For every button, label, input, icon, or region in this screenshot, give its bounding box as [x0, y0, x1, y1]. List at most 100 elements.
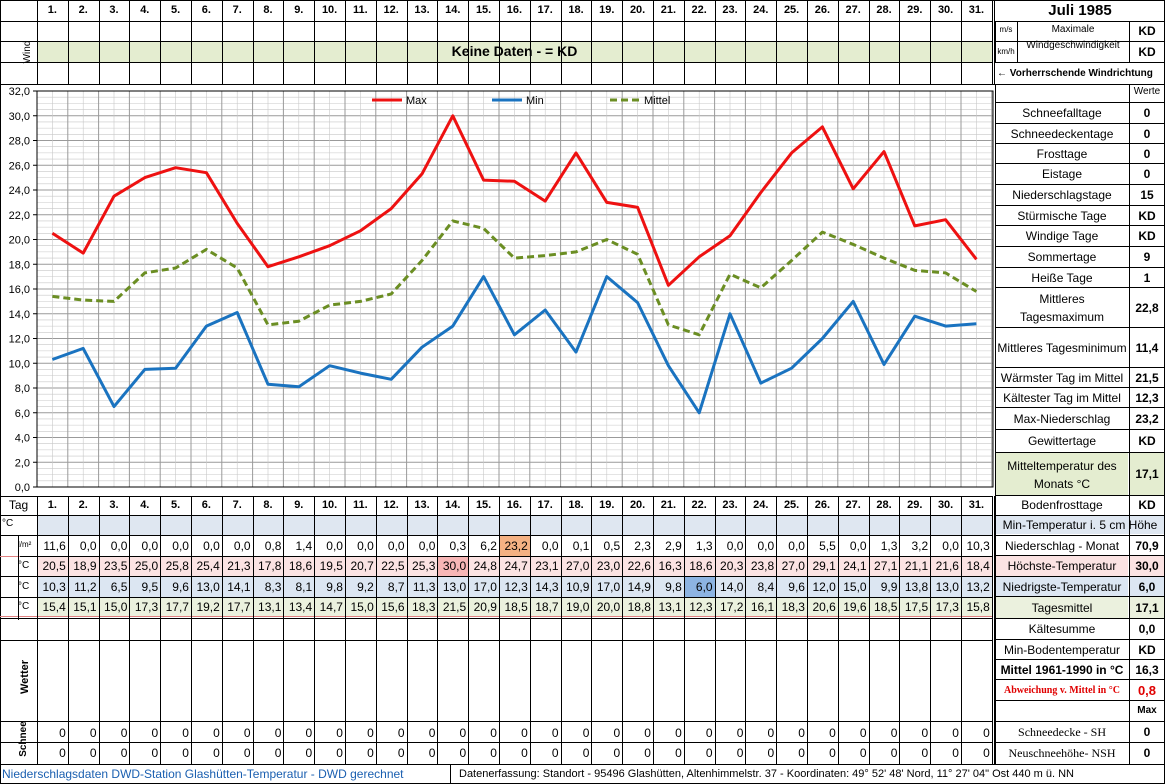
mean-temp-cell: 20,0: [591, 597, 623, 617]
new-snow-cell: 0: [952, 746, 959, 760]
grid-line: [1129, 84, 1130, 764]
min-temp-cell: 14,3: [529, 577, 561, 597]
bottom-day-label: 15.: [475, 499, 492, 511]
grid-line: [0, 556, 993, 557]
grid-line: [37, 0, 38, 84]
bottom-day-label: 3.: [109, 499, 119, 511]
wind-max-value-kmh: KD: [1138, 45, 1156, 59]
mean-temp-cell: 18,7: [529, 597, 561, 617]
max-temp-cell: 24,1: [837, 556, 869, 576]
mean-temp-cell: 15,0: [345, 597, 376, 617]
min-temp-cell: 9,8: [314, 577, 345, 597]
stat-value: 23,2: [1135, 412, 1159, 426]
grid-line: [0, 515, 993, 516]
grid-line: [995, 596, 1165, 597]
y-tick-label: 12,0: [9, 334, 30, 346]
min-temp-cell: 9,5: [129, 577, 161, 597]
summary-value: Max: [1137, 705, 1157, 716]
stat-label: Frosttage: [1036, 147, 1088, 161]
bottom-day-label: 17.: [537, 499, 553, 511]
new-snow-cell: 0: [551, 746, 559, 760]
bottom-day-label: 21.: [660, 499, 677, 511]
bottom-day-label: 28.: [876, 499, 892, 511]
bottom-day-label: 2.: [78, 499, 88, 511]
precip-cell: 0,5: [603, 539, 621, 553]
mean-temp-cell: 16,1: [745, 597, 777, 617]
new-snow-cell: 0: [859, 746, 867, 760]
mean-temp-cell: 15,1: [67, 597, 99, 617]
snow-depth-cell: 0: [767, 726, 775, 740]
summary-value: 30,0: [1130, 556, 1164, 577]
new-snow-cell: 0: [705, 746, 713, 760]
top-day-label: 11.: [353, 4, 368, 16]
wind-unit-ms: m/s: [999, 25, 1013, 34]
summary-label: [996, 701, 1128, 721]
precip-cell: 0,0: [418, 539, 436, 553]
grid-line: [995, 659, 1165, 660]
min-temp-cell: 9,2: [345, 577, 376, 597]
grid-line: [560, 496, 562, 764]
new-snow-cell: 0: [459, 746, 467, 760]
grid-line: [529, 496, 531, 764]
precip-cell: 0,0: [233, 539, 251, 553]
max-temp-cell: 23,0: [591, 556, 623, 576]
top-day-label: 14.: [445, 4, 461, 16]
grid-line: [129, 0, 131, 84]
new-snow-cell: 0: [59, 746, 66, 760]
grid-line: [314, 496, 316, 764]
stat-label: Gewittertage: [1027, 434, 1097, 448]
grid-line: [930, 496, 932, 764]
bottom-day-label: 14.: [445, 499, 461, 511]
stat-value: 12,3: [1135, 391, 1159, 405]
top-day-label: 20.: [629, 4, 646, 16]
y-tick-label: 26,0: [9, 160, 30, 172]
grid-line: [653, 0, 654, 84]
precip-cell: 0,0: [942, 539, 959, 553]
grid-line: [961, 496, 962, 764]
y-tick-label: 0,0: [15, 482, 30, 494]
grid-line: [0, 21, 993, 22]
month-title: Juli 1985: [1048, 2, 1112, 19]
snow-depth-cell: 0: [120, 726, 128, 740]
grid-line: [0, 597, 993, 598]
row-unit-label: °C: [18, 581, 30, 592]
max-temp-cell: 22,6: [622, 556, 653, 576]
min-temp-cell: 14,1: [221, 577, 253, 597]
precip-cell: 23,2: [499, 536, 530, 556]
top-day-label: 18.: [568, 4, 584, 16]
stat-value: KD: [1138, 434, 1156, 448]
mean-temp-cell: 15,4: [37, 597, 68, 617]
summary-value: 16,3: [1135, 663, 1159, 677]
top-day-label: 8.: [263, 4, 273, 16]
snow-depth-cell: 0: [582, 726, 590, 740]
werte-header: Werte: [1133, 86, 1161, 97]
precip-cell: 0,0: [387, 539, 405, 553]
snow-depth-cell: 0: [397, 726, 405, 740]
new-snow-cell: 0: [490, 746, 497, 760]
new-snow-cell: 0: [120, 746, 128, 760]
new-snow-cell: 0: [182, 746, 189, 760]
new-snow-cell: 0: [274, 746, 282, 760]
stat-value: 17,1: [1130, 453, 1164, 496]
min-temp-cell: 13,2: [961, 577, 992, 597]
top-day-label: 13.: [414, 4, 430, 16]
stat-label: Niederschlagstage: [1012, 188, 1112, 202]
top-day-label: 15.: [475, 4, 492, 16]
mean-temp-cell: 20,6: [807, 597, 838, 617]
snow-depth-cell: 0: [859, 726, 867, 740]
max-temp-cell: 23,8: [745, 556, 777, 576]
bottom-day-label: 19.: [599, 499, 615, 511]
min-temp-cell: 10,3: [37, 577, 68, 597]
max-temp-cell: 20,3: [714, 556, 746, 576]
new-snow-cell: 0: [397, 746, 405, 760]
stat-label: Stürmische Tage: [1017, 209, 1107, 223]
grid-line: [499, 496, 500, 764]
mean-temp-cell: 20,9: [468, 597, 499, 617]
grid-line: [252, 496, 254, 764]
bottom-day-label: 1.: [47, 499, 57, 511]
new-snow-cell: 0: [89, 746, 97, 760]
stat-value: 0: [1143, 167, 1151, 181]
precip-cell: 0,0: [141, 539, 159, 553]
mean-temp-cell: 19,2: [191, 597, 222, 617]
mean-temp-cell: 18,5: [499, 597, 530, 617]
